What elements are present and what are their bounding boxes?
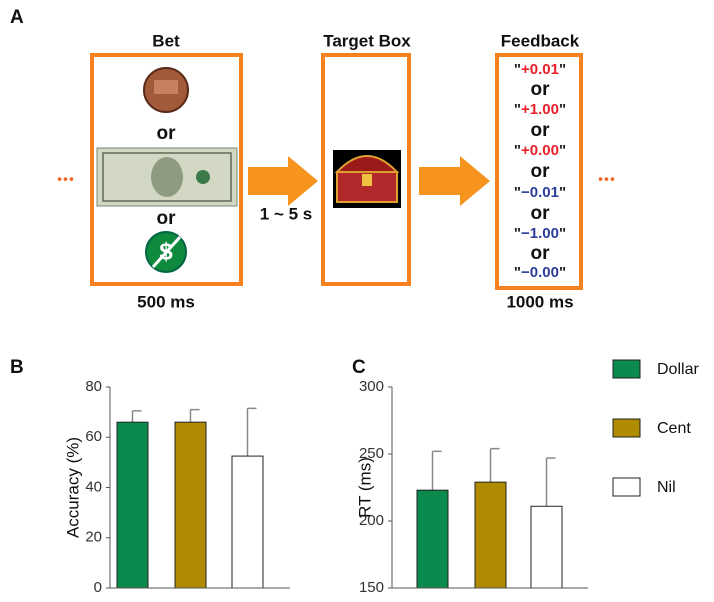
quote: "	[559, 225, 566, 242]
bar	[530, 505, 563, 589]
or: or	[531, 161, 551, 182]
feedback-value: "−0.00"	[514, 264, 566, 281]
y-tick-label: 200	[359, 512, 384, 529]
penny	[143, 67, 189, 113]
feedback-list: "+0.01""+1.00""+0.00""−0.01""−1.00""−0.0…	[514, 61, 566, 281]
ellipsis: •••	[57, 171, 75, 187]
feedback-value: "+1.00"	[514, 101, 566, 118]
bar	[231, 455, 264, 589]
y-tick-label: 40	[85, 478, 102, 495]
bar	[474, 481, 507, 589]
amount: −1.00	[521, 225, 559, 242]
quote: "	[514, 101, 521, 118]
amount: +1.00	[521, 101, 559, 118]
no-dollar: $	[145, 231, 187, 273]
stage-title: Feedback	[501, 31, 580, 50]
legend: Dollar Cent Nil	[612, 359, 699, 497]
bet-box	[90, 53, 243, 286]
dollar-bill	[96, 147, 238, 207]
ellipsis: •••	[598, 171, 616, 187]
target-box	[321, 53, 411, 286]
legend-label: Cent	[657, 420, 691, 437]
amount: +0.01	[521, 61, 559, 78]
stage-title: Target Box	[323, 31, 411, 50]
quote: "	[559, 101, 566, 118]
quote: "	[514, 264, 521, 281]
or: or	[531, 243, 551, 264]
y-tick-label: 250	[359, 445, 384, 462]
arrow	[248, 156, 318, 206]
bar	[116, 421, 149, 589]
or: or	[531, 120, 551, 141]
bar	[416, 489, 449, 589]
quote: "	[514, 184, 521, 201]
panel-label: B	[10, 357, 24, 378]
y-tick-label: 60	[85, 428, 102, 445]
or: or	[531, 203, 551, 224]
y-tick-label: 80	[85, 378, 102, 395]
arrow	[419, 156, 490, 206]
quote: "	[514, 225, 521, 242]
quote: "	[559, 61, 566, 78]
feedback-value: "−1.00"	[514, 225, 566, 242]
quote: "	[514, 142, 521, 159]
y-axis-label: Accuracy (%)	[63, 437, 82, 538]
treasure-chest	[333, 150, 401, 208]
or: or	[531, 79, 551, 100]
duration: 1000 ms	[506, 292, 573, 311]
panel-label: A	[10, 7, 24, 28]
feedback-value: "−0.01"	[514, 184, 566, 201]
y-tick-label: 150	[359, 579, 384, 596]
quote: "	[559, 264, 566, 281]
stage-title: Bet	[152, 31, 180, 50]
feedback-value: "+0.00"	[514, 142, 566, 159]
or: or	[157, 123, 177, 144]
quote: "	[559, 142, 566, 159]
bar	[174, 421, 207, 589]
y-axis-label: RT (ms)	[355, 457, 374, 518]
quote: "	[559, 184, 566, 201]
legend-swatch	[612, 418, 641, 438]
y-tick-label: 20	[85, 529, 102, 546]
legend-label: Nil	[657, 479, 676, 496]
interval: 1 ~ 5 s	[260, 204, 312, 223]
legend-swatch	[612, 477, 641, 497]
quote: "	[514, 61, 521, 78]
legend-swatch	[612, 359, 641, 379]
amount: +0.00	[521, 142, 559, 159]
panel-label: C	[352, 357, 366, 378]
y-tick-label: 300	[359, 378, 384, 395]
y-tick-label: 0	[94, 579, 102, 596]
duration: 500 ms	[137, 292, 195, 311]
amount: −0.00	[521, 264, 559, 281]
legend-label: Dollar	[657, 361, 699, 378]
feedback-value: "+0.01"	[514, 61, 566, 78]
amount: −0.01	[521, 184, 559, 201]
charts: 0 20 40 60 80 Accuracy (%) 150 200 250 300 RT (ms)	[63, 378, 588, 596]
or: or	[157, 208, 177, 229]
feedback-box	[495, 53, 583, 290]
